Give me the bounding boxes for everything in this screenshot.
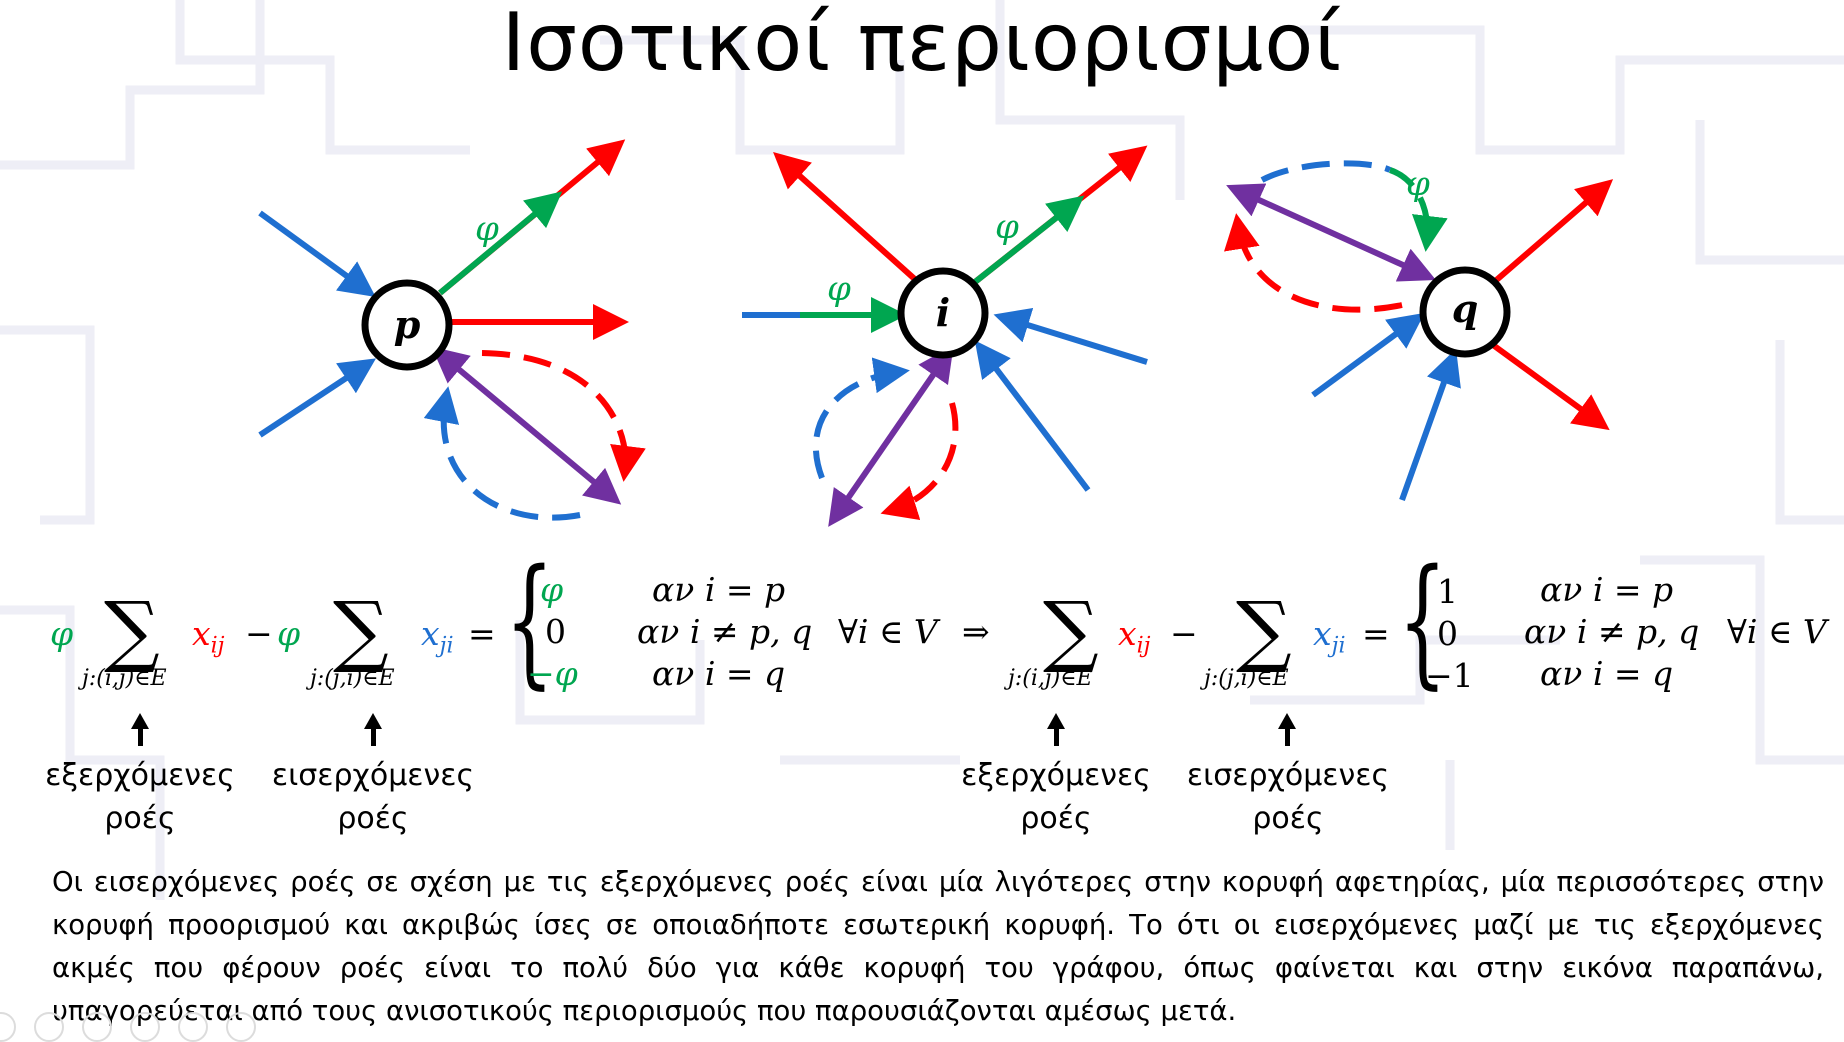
case-condition: αν i = p [1540,570,1674,609]
case-condition: αν i = p [652,570,786,609]
label-line: εισερχόμενες [271,758,475,793]
sum-symbol: ∑ [1043,586,1099,676]
incoming-edge [1399,348,1461,502]
case-condition: αν i ≠ p, q [637,612,813,651]
variable-x-outgoing: xij [1118,614,1151,659]
bidirectional-edge [828,345,954,527]
node-label: p [394,302,421,347]
label-outgoing-flows: εξερχόμενες ροές [926,754,1186,840]
slide-title: Ισοτικοί περιορισμοί [501,0,1343,89]
flow-label: φ [995,207,1019,247]
incoming-edge [258,210,376,298]
next-slide-button[interactable] [226,1012,256,1042]
slide-control-button[interactable] [34,1012,64,1042]
dashed-incoming-edge [1260,160,1392,183]
case-value: −φ [527,654,578,693]
incoming-edge [258,358,377,438]
bidirectional-edge [1226,183,1436,282]
flow-coefficient: φ [50,614,74,653]
label-outgoing-flows: εξερχόμενες ροές [10,754,270,840]
dashed-outgoing-edge [1224,213,1403,313]
bidirectional-edge [431,346,622,505]
variable-x-incoming: xji [421,614,454,659]
sum-symbol: ∑ [1236,586,1292,676]
node-label: i [936,290,950,335]
flow-label: φ [827,269,851,309]
variable-x-incoming: xji [1313,614,1346,659]
label-line: ροές [104,801,176,836]
case-value: −1 [1425,656,1474,695]
flow-edge [973,195,1085,285]
case-value: 1 [1437,572,1458,611]
dashed-incoming-edge [812,357,910,480]
case-condition: αν i = q [652,654,786,693]
flow-label: φ [475,209,499,249]
label-line: εξερχόμενες [961,758,1151,793]
flow-label: φ [1406,164,1430,204]
dashed-outgoing-edge [481,350,646,482]
sum-symbol: ∑ [333,586,389,676]
diagram-internal-node-i: i φ φ [742,145,1148,527]
sum-subscript-incoming: j:(j,i)∈E [1204,666,1289,691]
forall-condition: ∀i ∈ V [838,612,938,651]
implies-sign: ⇒ [962,612,990,651]
equals-sign: = [1362,614,1390,653]
variable-x-outgoing: xij [192,614,225,659]
label-line: ροές [1252,801,1324,836]
incoming-edge [993,307,1148,365]
case-condition: αν i = q [1540,654,1674,693]
label-line: εξερχόμενες [45,758,235,793]
flow-coefficient: φ [277,614,301,653]
label-incoming-flows: εισερχόμενες ροές [243,754,503,840]
diagram-source-node-p: p φ [258,139,646,521]
label-line: ροές [337,801,409,836]
sum-subscript-outgoing: j:(i,j)∈E [82,666,167,691]
slide-control-button[interactable] [82,1012,112,1042]
dashed-incoming-edge [423,386,581,521]
diagram-sink-node-q: q φ [1224,160,1614,502]
case-value: 0 [1437,614,1458,653]
sum-subscript-incoming: j:(j,i)∈E [310,666,395,691]
dashed-outgoing-edge [880,402,959,521]
incoming-edge [1311,312,1425,398]
sum-subscript-outgoing: j:(i,j)∈E [1008,666,1093,691]
equals-sign: = [468,614,496,653]
sum-symbol: ∑ [104,586,160,676]
label-incoming-flows: εισερχόμενες ροές [1158,754,1418,840]
explanation-paragraph: Οι εισερχόμενες ροές σε σχέση με τις εξε… [52,866,1824,1027]
incoming-edge [974,340,1091,492]
slide-control-button[interactable] [130,1012,160,1042]
forall-condition: ∀i ∈ V [1727,612,1827,651]
node-label: q [1452,286,1479,331]
node-circle [897,267,989,359]
case-condition: αν i ≠ p, q [1524,612,1700,651]
minus-sign: − [245,614,273,653]
case-value: 0 [545,612,566,651]
outgoing-edge [773,151,921,285]
minus-sign: − [1170,614,1198,653]
node-circle [361,279,453,371]
outgoing-edge [1491,179,1614,286]
label-line: ροές [1020,801,1092,836]
cases-brace: { [505,540,554,703]
slide-control-button[interactable] [178,1012,208,1042]
flow-edge [438,191,563,296]
case-value: φ [540,570,564,609]
flow-edge [1388,167,1448,252]
cases-brace: { [1398,540,1447,703]
outgoing-edge [1491,342,1610,431]
node-circle [1419,266,1511,358]
label-line: εισερχόμενες [1186,758,1390,793]
